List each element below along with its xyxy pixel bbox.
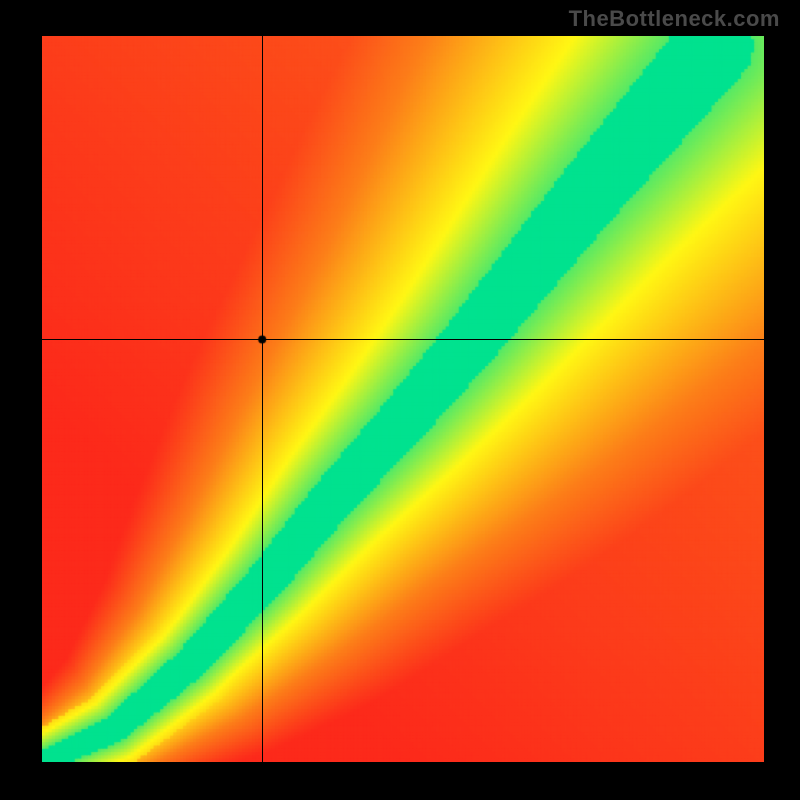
watermark-text: TheBottleneck.com	[569, 6, 780, 32]
crosshair-vertical	[262, 36, 263, 762]
crosshair-horizontal	[42, 339, 764, 340]
crosshair-point	[42, 36, 764, 762]
heatmap-plot	[42, 36, 764, 762]
